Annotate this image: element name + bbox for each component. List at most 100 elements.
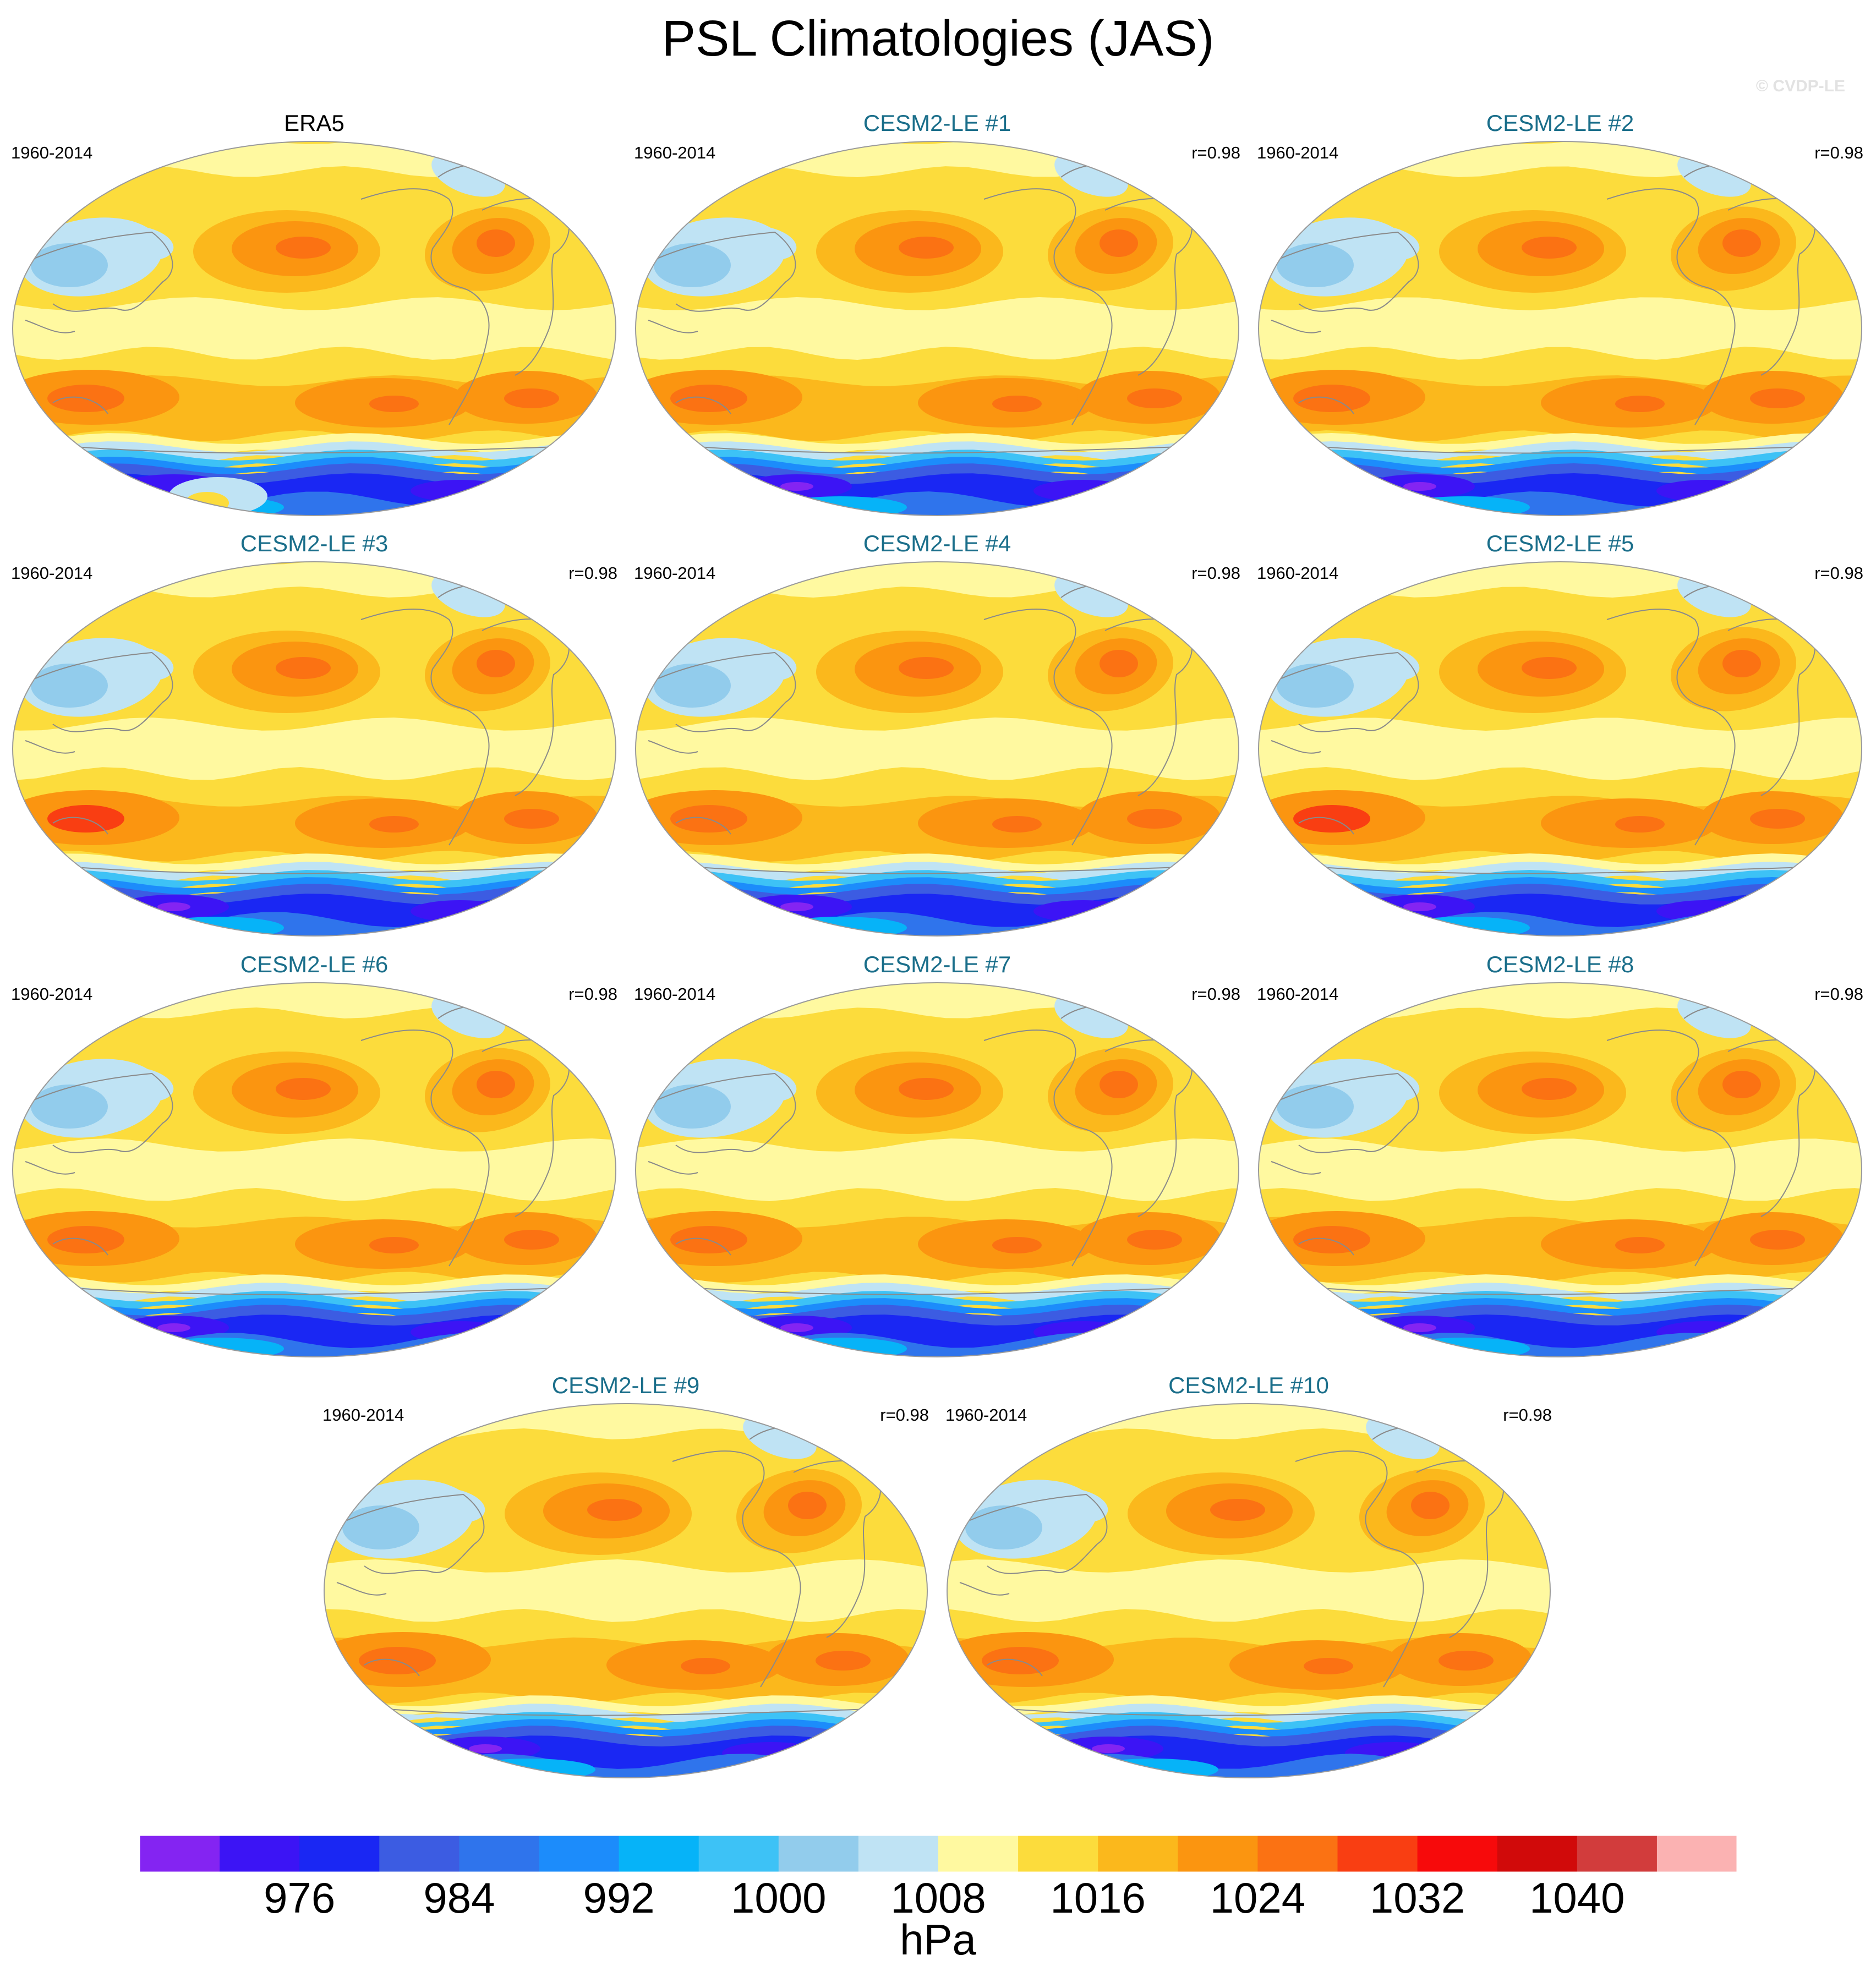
map-panel: CESM2-LE #10 1960-2014 r=0.98 (943, 1372, 1554, 1790)
map-field (324, 1404, 927, 1778)
map-field (1259, 141, 1862, 516)
panel-title: CESM2-LE #10 (1168, 1372, 1329, 1398)
map-field (1259, 983, 1862, 1357)
psl-map (635, 561, 1239, 937)
panel-correlation: r=0.98 (1191, 984, 1240, 1004)
colorbar-segment (379, 1836, 460, 1872)
panel-period: 1960-2014 (11, 563, 93, 583)
panel-title: CESM2-LE #9 (551, 1372, 700, 1398)
watermark: © CVDP-LE (1755, 77, 1845, 95)
colorbar-segment (140, 1836, 220, 1872)
colorbar-tick-label: 1040 (1529, 1874, 1625, 1922)
map-field (636, 141, 1239, 516)
colorbar-segment (858, 1836, 939, 1872)
psl-map (1258, 141, 1862, 516)
colorbar (140, 1836, 1737, 1872)
map-panel: CESM2-LE #1 1960-2014 r=0.98 (632, 110, 1243, 528)
colorbar-tick-label: 1008 (890, 1874, 986, 1922)
figure-title: PSL Climatologies (JAS) (661, 10, 1215, 67)
map-panel: CESM2-LE #3 1960-2014 r=0.98 (9, 530, 620, 949)
panel-title: ERA5 (284, 110, 344, 136)
panel-title: CESM2-LE #6 (240, 951, 389, 977)
panel-title: CESM2-LE #7 (863, 951, 1011, 977)
colorbar-segment (539, 1836, 620, 1872)
coastlines (1265, 164, 1815, 454)
colorbar-segment (1577, 1836, 1658, 1872)
colorbar-segment (299, 1836, 380, 1872)
panel-period: 1960-2014 (634, 563, 716, 583)
colorbar-segment (1337, 1836, 1418, 1872)
panel-period: 1960-2014 (945, 1405, 1027, 1425)
map-panel: CESM2-LE #9 1960-2014 r=0.98 (320, 1372, 931, 1790)
panel-period: 1960-2014 (1257, 563, 1339, 583)
panel-period: 1960-2014 (322, 1405, 404, 1425)
colorbar-segment (778, 1836, 859, 1872)
colorbar-tick-label: 976 (264, 1874, 336, 1922)
colorbar-tick-label: 1024 (1210, 1874, 1306, 1922)
map-panel: CESM2-LE #4 1960-2014 r=0.98 (632, 530, 1243, 949)
map-panel: CESM2-LE #7 1960-2014 r=0.98 (632, 951, 1243, 1370)
panel-correlation: r=0.98 (568, 563, 617, 583)
psl-map (12, 561, 616, 937)
map-field (947, 1404, 1550, 1778)
panel-correlation: r=0.98 (1191, 563, 1240, 583)
panel-correlation: r=0.98 (1814, 563, 1863, 583)
colorbar-segment (1417, 1836, 1498, 1872)
psl-map (1258, 982, 1862, 1357)
panel-correlation: r=0.98 (880, 1405, 929, 1425)
colorbar-segment (459, 1836, 539, 1872)
panel-title: CESM2-LE #4 (863, 530, 1011, 556)
colorbar-tick-label: 1000 (731, 1874, 827, 1922)
psl-map (12, 982, 616, 1357)
colorbar-tick-label: 984 (423, 1874, 495, 1922)
colorbar-segment (619, 1836, 699, 1872)
panel-correlation: r=0.98 (1503, 1405, 1552, 1425)
psl-map (12, 141, 616, 516)
colorbar-tick-label: 1016 (1050, 1874, 1146, 1922)
colorbar-segment (1018, 1836, 1098, 1872)
panel-period: 1960-2014 (634, 143, 716, 162)
map-panel: CESM2-LE #2 1960-2014 r=0.98 (1255, 110, 1866, 528)
psl-map (1258, 561, 1862, 937)
colorbar-segment (938, 1836, 1019, 1872)
panel-title: CESM2-LE #8 (1486, 951, 1634, 977)
panel-period: 1960-2014 (634, 984, 716, 1004)
colorbar-segment (220, 1836, 300, 1872)
colorbar-segment (1257, 1836, 1338, 1872)
panel-correlation: r=0.98 (1814, 984, 1863, 1004)
panel-period: 1960-2014 (11, 143, 93, 162)
map-field (636, 983, 1239, 1357)
panel-title: CESM2-LE #1 (863, 110, 1011, 136)
map-field (1259, 562, 1862, 936)
map-field (13, 983, 616, 1357)
psl-map (635, 141, 1239, 516)
map-field (13, 141, 616, 516)
panel-title: CESM2-LE #3 (240, 530, 389, 556)
panel-period: 1960-2014 (1257, 143, 1339, 162)
colorbar-tick-label: 1032 (1369, 1874, 1465, 1922)
panel-period: 1960-2014 (1257, 984, 1339, 1004)
psl-map (947, 1403, 1551, 1778)
colorbar-segment (1178, 1836, 1258, 1872)
panel-title: CESM2-LE #5 (1486, 530, 1634, 556)
panel-correlation: r=0.98 (1814, 143, 1863, 162)
map-panel: ERA5 1960-2014 (9, 110, 620, 528)
psl-map (324, 1403, 928, 1778)
colorbar-segment (1098, 1836, 1178, 1872)
panel-correlation: r=0.98 (568, 984, 617, 1004)
colorbar-segment (1497, 1836, 1578, 1872)
map-field (636, 562, 1239, 936)
panel-correlation: r=0.98 (1191, 143, 1240, 162)
map-panel: CESM2-LE #8 1960-2014 r=0.98 (1255, 951, 1866, 1370)
map-field (13, 562, 616, 936)
colorbar-tick-label: 992 (583, 1874, 655, 1922)
map-panel: CESM2-LE #6 1960-2014 r=0.98 (9, 951, 620, 1370)
colorbar-segment (1656, 1836, 1737, 1872)
colorbar-units: hPa (900, 1915, 976, 1964)
panel-title: CESM2-LE #2 (1486, 110, 1634, 136)
colorbar-segment (698, 1836, 779, 1872)
panel-period: 1960-2014 (11, 984, 93, 1004)
coastlines (19, 584, 570, 874)
map-panel: CESM2-LE #5 1960-2014 r=0.98 (1255, 530, 1866, 949)
psl-map (635, 982, 1239, 1357)
